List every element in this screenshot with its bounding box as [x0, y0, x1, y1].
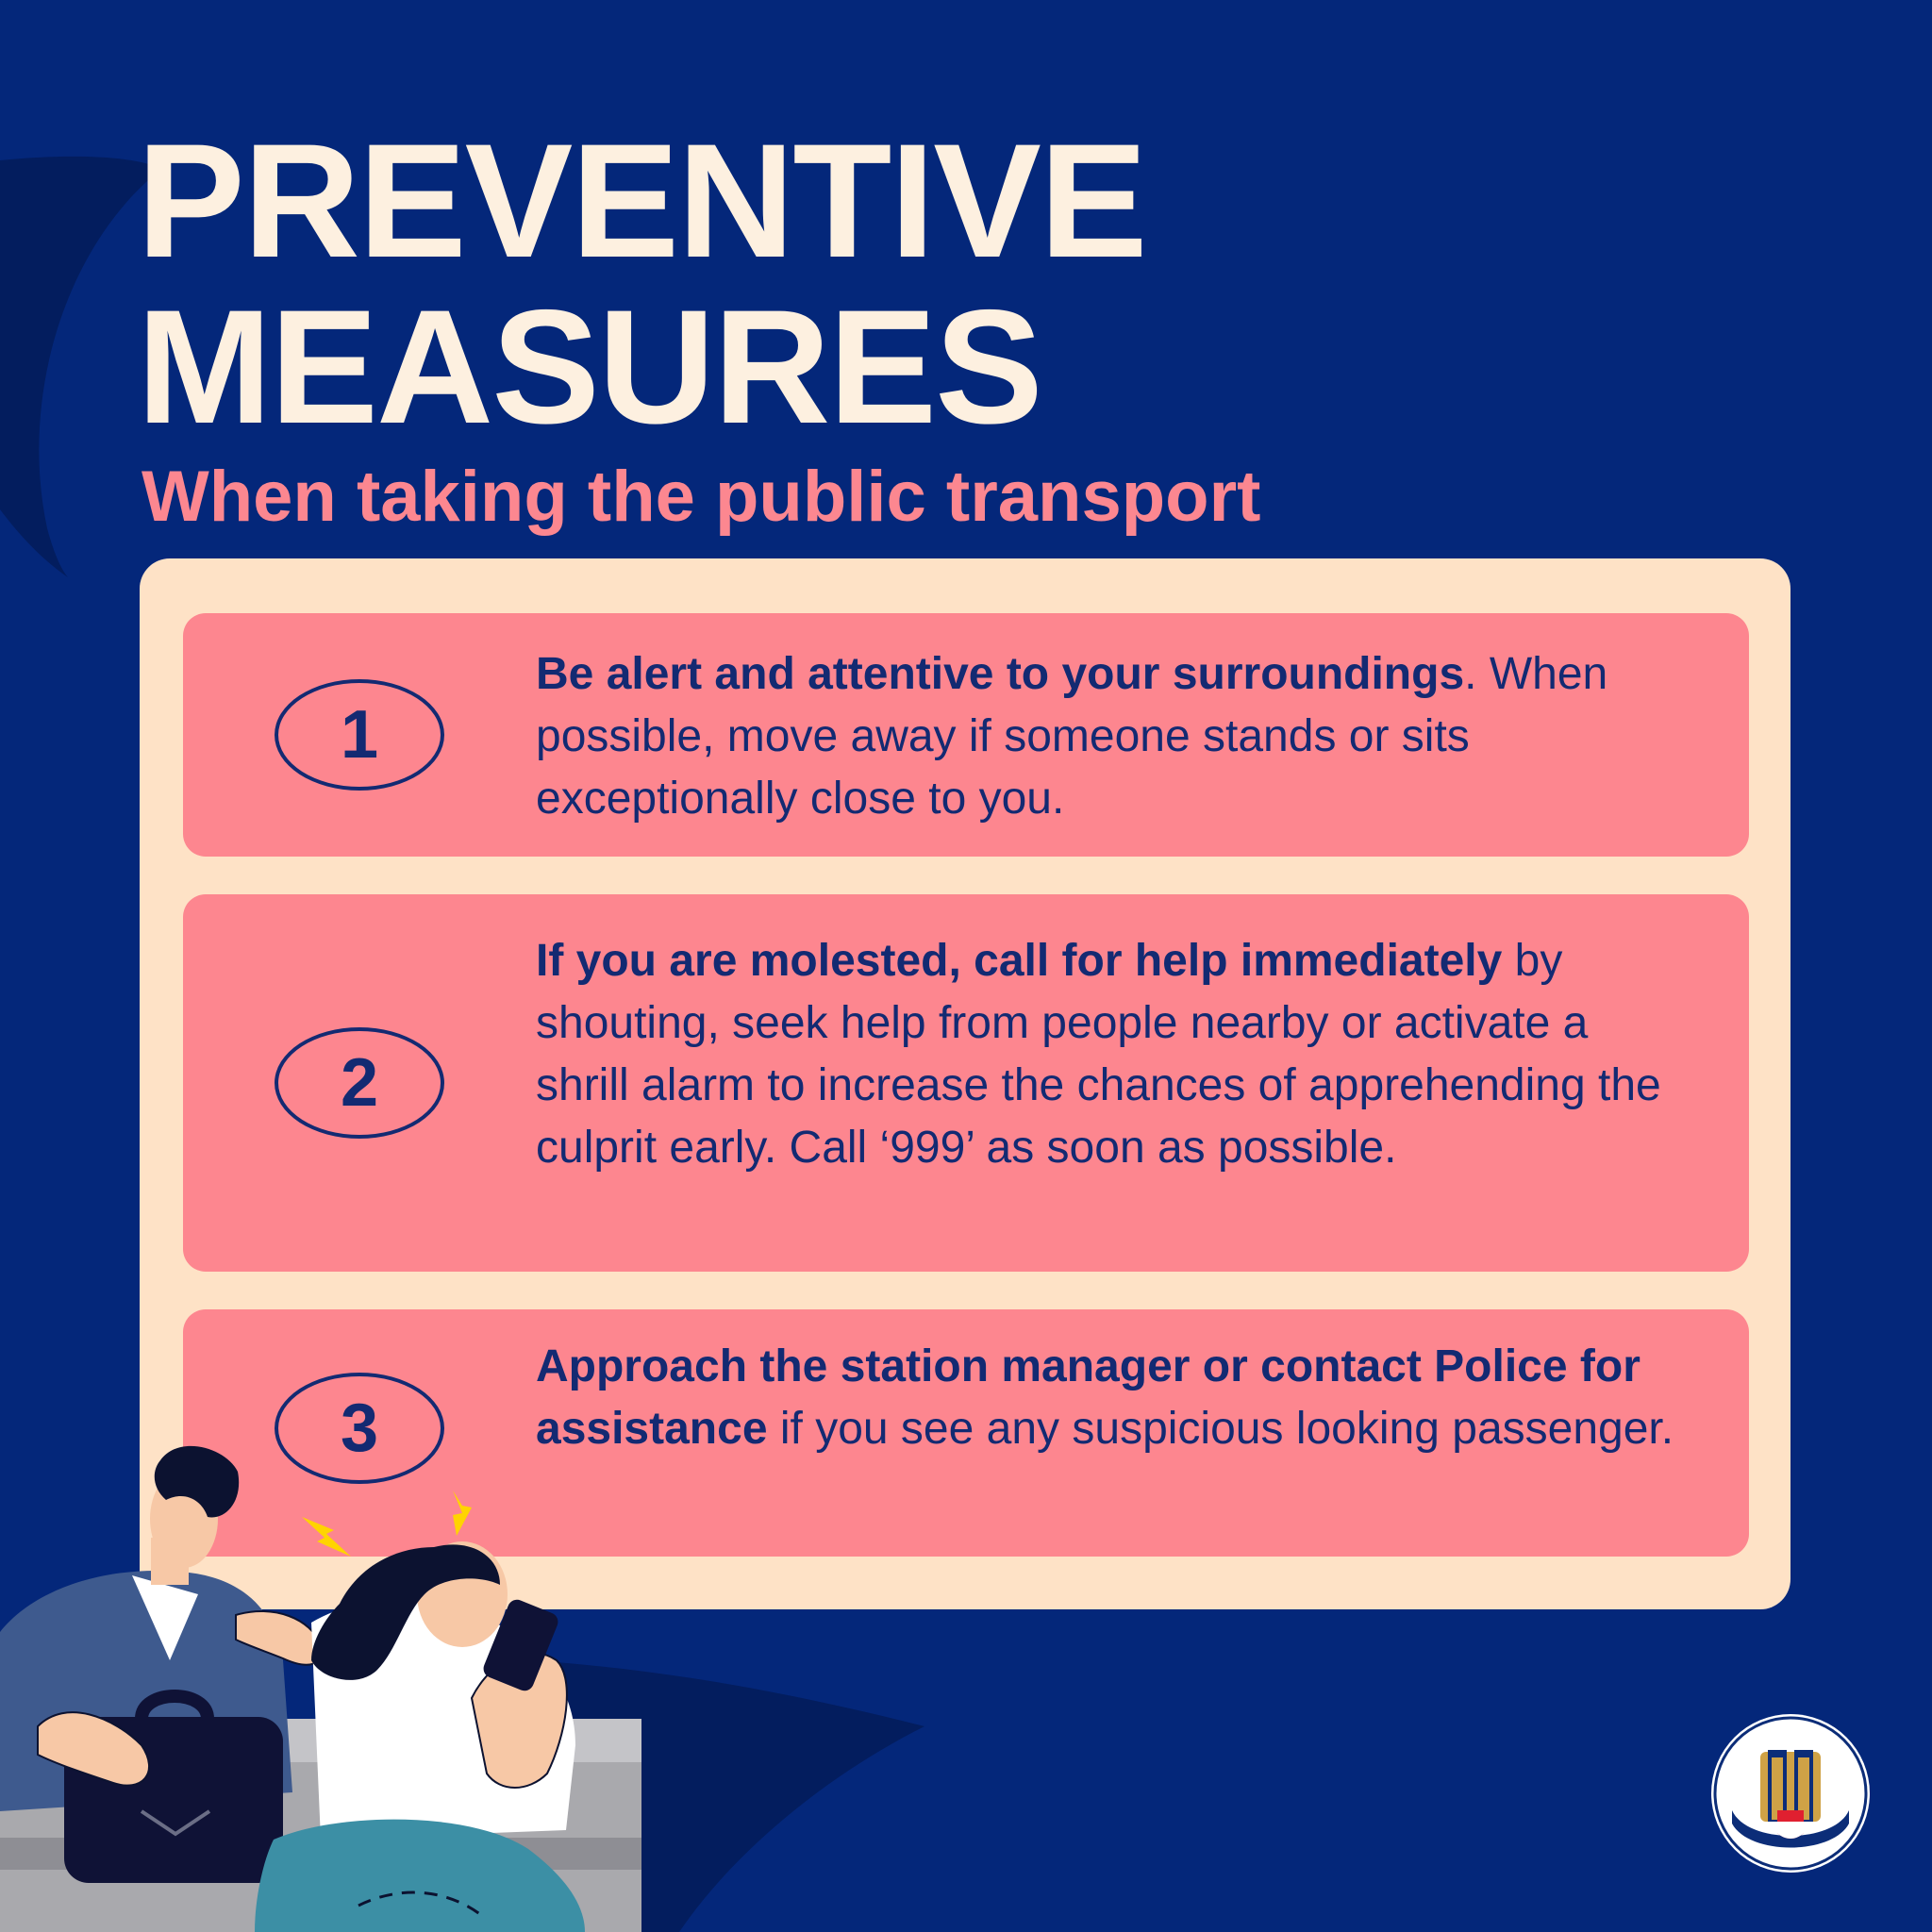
step-bold-text: Approach the station manager or contact …: [536, 1341, 1641, 1454]
step-number-badge: 1: [275, 679, 444, 791]
step-number-badge: 3: [275, 1373, 444, 1484]
step-body-text: if you see any suspicious looking passen…: [767, 1404, 1674, 1454]
step-body-text: by shouting, seek help from people nearb…: [536, 936, 1661, 1173]
title-line-1: PREVENTIVE: [137, 110, 1148, 291]
step-description: If you are molested, call for help immed…: [536, 930, 1692, 1179]
step-description: Be alert and attentive to your surroundi…: [536, 643, 1692, 830]
step-description: Approach the station manager or contact …: [536, 1336, 1692, 1460]
commuters-illustration: [0, 1445, 641, 1932]
step-bold-text: Be alert and attentive to your surroundi…: [536, 649, 1465, 699]
step-item-1: 1 Be alert and attentive to your surroun…: [183, 613, 1749, 857]
step-body-text: . When possible, move away if someone st…: [536, 649, 1608, 824]
page-title: PREVENTIVE MEASURES: [137, 110, 1148, 458]
subtitle: When taking the public transport: [142, 457, 1261, 537]
step-item-2: 2 If you are molested, call for help imm…: [183, 894, 1749, 1272]
step-item-3: 3 Approach the station manager or contac…: [183, 1309, 1749, 1557]
step-bold-text: If you are molested, call for help immed…: [536, 936, 1503, 986]
measures-card: 1 Be alert and attentive to your surroun…: [140, 558, 1790, 1609]
ministry-logo: [1711, 1714, 1870, 1873]
step-number-badge: 2: [275, 1027, 444, 1139]
title-line-2: MEASURES: [137, 276, 1043, 458]
